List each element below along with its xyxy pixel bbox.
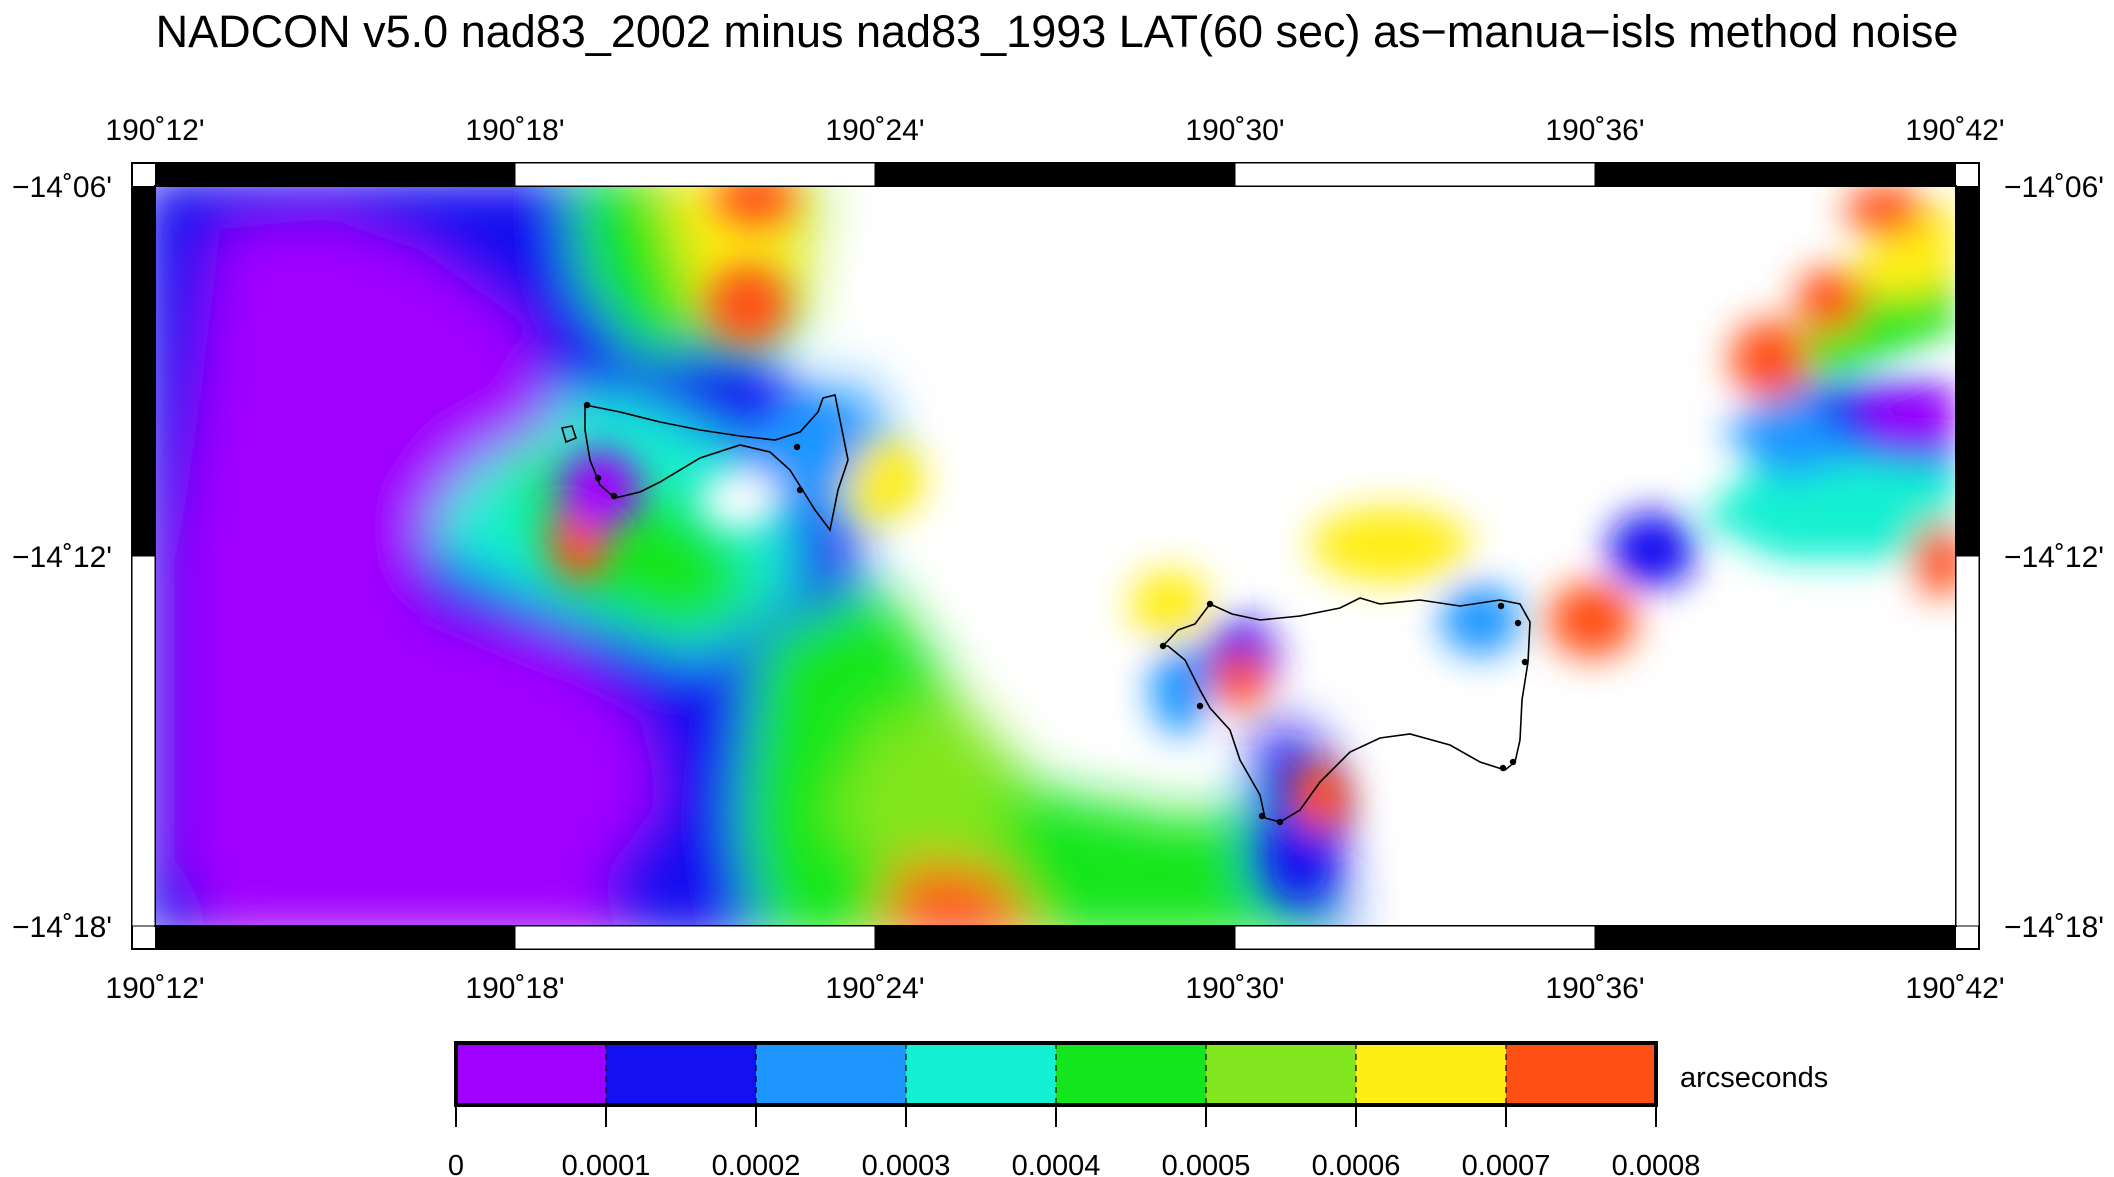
left-lat-labels: −14˚06' −14˚12' −14˚18' bbox=[12, 171, 112, 944]
colorbar-tick-label: 0.0002 bbox=[712, 1150, 801, 1177]
bottom-lon-label: 190˚24' bbox=[825, 972, 924, 1005]
bottom-lon-label: 190˚42' bbox=[1905, 972, 2004, 1005]
colorbar-ticks bbox=[455, 1043, 1657, 1127]
colorbar-tick-label: 0.0008 bbox=[1612, 1150, 1701, 1177]
colorbar-tick-label: 0.0004 bbox=[1012, 1150, 1101, 1177]
top-lon-label: 190˚36' bbox=[1545, 114, 1644, 147]
top-lon-label: 190˚30' bbox=[1185, 114, 1284, 147]
bottom-lon-label: 190˚30' bbox=[1185, 972, 1284, 1005]
top-lon-label: 190˚18' bbox=[465, 114, 564, 147]
bottom-lon-label: 190˚36' bbox=[1545, 972, 1644, 1005]
colorbar-swatch bbox=[756, 1043, 907, 1105]
colorbar-swatch bbox=[1206, 1043, 1357, 1105]
right-lat-label: −14˚18' bbox=[2004, 911, 2104, 944]
benchmark-points bbox=[583, 401, 1529, 826]
colorbar-swatch bbox=[906, 1043, 1057, 1105]
colorbar-tick-label: 0.0001 bbox=[562, 1150, 651, 1177]
bottom-lon-label: 190˚12' bbox=[105, 972, 204, 1005]
bottom-lon-label: 190˚18' bbox=[465, 972, 564, 1005]
top-lon-labels: 190˚12' 190˚18' 190˚24' 190˚30' 190˚36' … bbox=[105, 114, 2004, 147]
top-lon-label: 190˚24' bbox=[825, 114, 924, 147]
colorbar-tick-label: 0.0005 bbox=[1162, 1150, 1251, 1177]
colorbar-tick-label: 0.0007 bbox=[1462, 1150, 1551, 1177]
colorbar-swatch bbox=[456, 1043, 607, 1105]
colorbar-swatch bbox=[1506, 1043, 1657, 1105]
colorbar-tick-label: 0.0006 bbox=[1312, 1150, 1401, 1177]
colorbar-swatch bbox=[606, 1043, 757, 1105]
right-lat-label: −14˚12' bbox=[2004, 541, 2104, 574]
left-lat-label: −14˚18' bbox=[12, 911, 112, 944]
top-lon-label: 190˚42' bbox=[1905, 114, 2004, 147]
top-lon-label: 190˚12' bbox=[105, 114, 204, 147]
colorbar-tick-labels: 0 0.0001 0.0002 0.0003 0.0004 0.0005 0.0… bbox=[448, 1150, 1700, 1177]
map-title: NADCON v5.0 nad83_2002 minus nad83_1993 … bbox=[155, 6, 1959, 57]
colorbar-swatches bbox=[456, 1043, 1657, 1105]
noise-field bbox=[155, 186, 1956, 926]
right-lat-labels: −14˚06' −14˚12' −14˚18' bbox=[2004, 171, 2104, 944]
colorbar: arcseconds 0 0.0001 0.0002 0.0003 0.0004… bbox=[448, 1041, 1828, 1177]
colorbar-swatch bbox=[1056, 1043, 1207, 1105]
map-frame bbox=[131, 162, 1980, 950]
colorbar-tick-label: 0.0003 bbox=[862, 1150, 951, 1177]
left-lat-label: −14˚12' bbox=[12, 541, 112, 574]
colorbar-tick-label: 0 bbox=[448, 1150, 464, 1177]
right-lat-label: −14˚06' bbox=[2004, 171, 2104, 204]
bottom-lon-labels: 190˚12' 190˚18' 190˚24' 190˚30' 190˚36' … bbox=[105, 972, 2004, 1005]
left-lat-label: −14˚06' bbox=[12, 171, 112, 204]
colorbar-swatch bbox=[1356, 1043, 1507, 1105]
colorbar-unit-label: arcseconds bbox=[1680, 1062, 1828, 1094]
